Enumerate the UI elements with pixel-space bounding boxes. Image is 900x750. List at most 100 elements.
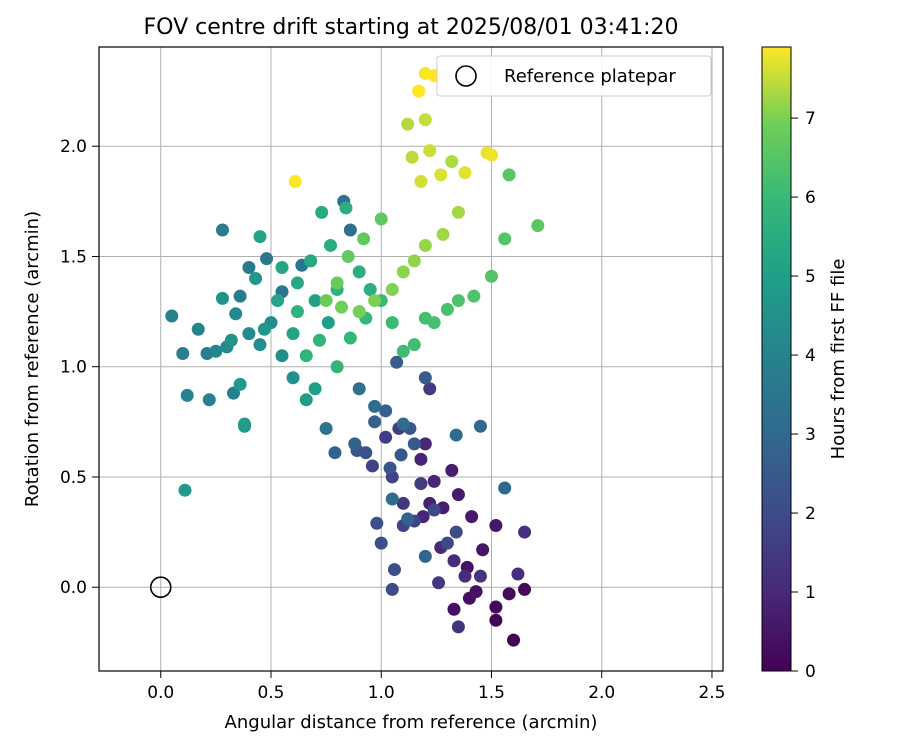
data-point	[427, 503, 441, 517]
data-point	[324, 238, 338, 252]
data-point	[368, 294, 382, 308]
data-point	[414, 452, 428, 466]
data-point	[191, 322, 205, 336]
data-point	[445, 155, 459, 169]
data-point	[242, 260, 256, 274]
data-point	[434, 168, 448, 182]
data-point	[379, 430, 393, 444]
data-point	[511, 567, 525, 581]
data-point	[308, 382, 322, 396]
data-point	[286, 327, 300, 341]
data-point	[271, 294, 285, 308]
plot-frame	[98, 46, 724, 672]
data-point	[396, 496, 410, 510]
data-point	[407, 254, 421, 268]
data-point	[290, 276, 304, 290]
data-point	[215, 223, 229, 237]
data-point	[343, 331, 357, 345]
data-point	[385, 316, 399, 330]
data-point	[414, 175, 428, 189]
data-point	[238, 417, 252, 431]
data-point	[390, 355, 404, 369]
data-point	[253, 230, 267, 244]
data-point	[328, 446, 342, 460]
data-point	[518, 525, 532, 539]
colorbar-tick-label: 2	[805, 504, 816, 524]
data-point	[385, 582, 399, 596]
data-point	[275, 260, 289, 274]
data-point	[458, 166, 472, 180]
data-point	[215, 291, 229, 305]
x-tick-label: 1.5	[478, 683, 505, 703]
data-point	[352, 305, 366, 319]
data-point	[473, 419, 487, 433]
data-point	[407, 437, 421, 451]
data-point	[507, 633, 521, 647]
data-point	[449, 525, 463, 539]
data-point	[396, 417, 410, 431]
data-point	[368, 415, 382, 429]
data-point	[476, 543, 490, 557]
data-point	[368, 399, 382, 413]
data-point	[484, 148, 498, 162]
data-point	[414, 477, 428, 491]
data-point	[286, 371, 300, 385]
data-point	[467, 289, 481, 303]
data-point	[465, 510, 479, 524]
data-point	[445, 463, 459, 477]
data-point	[330, 360, 344, 374]
data-point	[253, 338, 267, 352]
x-tick-label: 0.5	[257, 683, 284, 703]
data-point	[447, 602, 461, 616]
data-point	[423, 144, 437, 158]
data-point	[352, 382, 366, 396]
data-point	[383, 461, 397, 475]
y-axis-ticks: 0.0 0.5 1.0 1.5 2.0	[60, 137, 99, 598]
colorbar-tick-label: 1	[805, 583, 816, 603]
data-point	[319, 421, 333, 435]
data-point	[178, 483, 192, 497]
data-point	[176, 346, 190, 360]
data-point	[321, 316, 335, 330]
data-point	[385, 283, 399, 297]
reference-point	[149, 576, 172, 599]
data-point	[374, 212, 388, 226]
data-point	[427, 316, 441, 330]
data-point	[484, 269, 498, 283]
data-point	[418, 113, 432, 127]
data-point	[363, 283, 377, 297]
y-tick-label: 0.0	[60, 578, 87, 598]
data-point	[427, 474, 441, 488]
data-point	[370, 516, 384, 530]
data-point	[224, 333, 238, 347]
legend-box	[436, 55, 712, 97]
data-point	[227, 386, 241, 400]
data-point	[387, 563, 401, 577]
data-point	[348, 437, 362, 451]
colorbar-ticks: 0 1 2 3 4 5 6 7	[791, 109, 816, 682]
colorbar-tick-label: 4	[805, 346, 816, 366]
data-point	[418, 238, 432, 252]
data-point	[357, 232, 371, 246]
data-point	[379, 404, 393, 418]
data-point	[449, 428, 463, 442]
data-point	[396, 265, 410, 279]
data-point	[451, 620, 465, 634]
data-point	[233, 289, 247, 303]
x-tick-label: 0.0	[147, 683, 174, 703]
reference-marker	[149, 576, 172, 599]
data-point	[418, 437, 432, 451]
data-point	[374, 536, 388, 550]
data-point	[257, 322, 271, 336]
data-point	[165, 309, 179, 323]
data-point	[401, 512, 415, 526]
y-tick-label: 0.5	[60, 468, 87, 488]
x-tick-label: 2.5	[698, 683, 725, 703]
data-point	[385, 492, 399, 506]
colorbar-tick-label: 6	[805, 188, 816, 208]
y-tick-label: 2.0	[60, 137, 87, 157]
data-point	[412, 84, 426, 98]
data-point	[498, 232, 512, 246]
data-point	[440, 536, 454, 550]
